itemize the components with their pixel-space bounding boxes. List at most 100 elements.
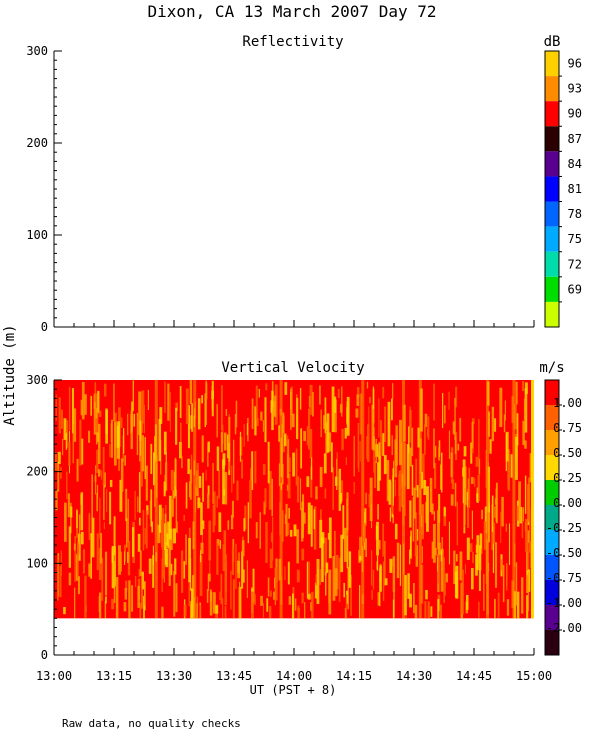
velocity-streak [244, 505, 247, 530]
velocity-streak [345, 457, 348, 466]
velocity-streak [421, 546, 423, 563]
velocity-streak [124, 493, 127, 511]
velocity-streak [382, 523, 385, 557]
velocity-streak [191, 588, 194, 619]
velocity-streak [152, 452, 156, 486]
velocity-streak [424, 503, 427, 523]
velocity-streak [443, 557, 445, 603]
velocity-streak [88, 430, 91, 443]
velocity-streak [424, 424, 426, 455]
velocity-streak [222, 459, 225, 505]
velocity-streak [172, 490, 174, 499]
velocity-streak [433, 428, 435, 469]
velocity-streak [84, 575, 87, 619]
velocity-streak [58, 397, 61, 434]
x-tick-label: 13:30 [156, 669, 192, 683]
velocity-streak [188, 579, 190, 606]
velocity-streak [70, 506, 73, 518]
colorbar-frame [544, 50, 560, 328]
velocity-streak [505, 431, 509, 462]
velocity-streak [207, 493, 210, 509]
reflectivity-y-tick-label: 0 [41, 320, 48, 334]
velocity-streak [321, 538, 324, 583]
velocity-streak [456, 554, 458, 562]
velocity-streak [310, 505, 313, 547]
velocity-streak [500, 511, 502, 544]
velocity-band [154, 380, 158, 619]
velocity-streak [262, 602, 264, 619]
velocity-streak [312, 392, 314, 417]
velocity-streak [477, 474, 480, 501]
velocity-streak [333, 399, 337, 433]
velocity-streak [68, 386, 71, 431]
velocity-streak [493, 522, 496, 545]
velocity-streak [125, 580, 128, 592]
velocity-streak [70, 502, 72, 534]
velocity-streak [459, 417, 462, 442]
velocity-streak [124, 588, 128, 600]
velocity-streak [440, 548, 444, 592]
velocity-streak [359, 585, 361, 619]
velocity-streak [521, 522, 524, 539]
velocity-streak [286, 439, 290, 479]
velocity-streak [506, 564, 508, 591]
velocity-streak [246, 423, 248, 436]
velocity-streak [215, 605, 219, 614]
velocity-streak [488, 411, 490, 437]
velocity-streak [379, 420, 382, 456]
colorbar-tick-label: 0.75 [553, 421, 582, 435]
velocity-streak [444, 405, 446, 424]
velocity-streak [315, 486, 318, 500]
velocity-streak [392, 558, 394, 567]
velocity-streak [235, 400, 238, 428]
velocity-streak [409, 447, 412, 467]
velocity-streak [456, 501, 459, 546]
velocity-streak [394, 479, 396, 497]
velocity-streak [137, 496, 139, 513]
velocity-streak [79, 514, 81, 556]
velocity-streak [406, 444, 410, 490]
velocity-streak [394, 439, 398, 478]
velocity-streak [489, 439, 492, 454]
velocity-streak [91, 517, 95, 558]
velocity-streak [334, 396, 337, 413]
velocity-streak [150, 443, 153, 474]
colorbar-swatch [545, 301, 559, 327]
velocity-streak [183, 514, 185, 522]
velocity-streak [478, 601, 480, 619]
velocity-streak [307, 502, 311, 535]
velocity-streak [438, 494, 441, 523]
velocity-streak [216, 446, 220, 471]
velocity-streak [348, 551, 352, 588]
velocity-streak [396, 542, 400, 579]
colorbar-swatch [545, 405, 559, 430]
x-axis-label: UT (PST + 8) [250, 683, 337, 697]
velocity-streak [319, 519, 323, 549]
velocity-streak [394, 523, 398, 540]
velocity-streak [237, 552, 240, 561]
velocity-streak [231, 500, 234, 518]
velocity-streak [341, 428, 344, 451]
velocity-streak [273, 591, 276, 600]
velocity-streak [235, 543, 237, 590]
velocity-streak [358, 461, 360, 472]
velocity-streak [220, 573, 223, 605]
velocity-streak [301, 548, 305, 561]
velocity-streak [467, 489, 470, 528]
velocity-streak [103, 522, 105, 530]
velocity-streak [370, 550, 373, 586]
velocity-streak [332, 556, 336, 601]
velocity-streak [162, 549, 165, 579]
velocity-streak [324, 537, 328, 576]
velocity-streak [120, 417, 123, 428]
velocity-streak [373, 461, 377, 489]
velocity-streak [448, 521, 450, 565]
velocity-streak [123, 428, 125, 454]
velocity-streak [454, 482, 457, 507]
velocity-streak [111, 545, 115, 589]
velocity-streak [504, 400, 506, 421]
velocity-streak [204, 393, 206, 428]
velocity-streak [409, 406, 411, 443]
y-axis-label: Altitude (m) [2, 324, 18, 425]
